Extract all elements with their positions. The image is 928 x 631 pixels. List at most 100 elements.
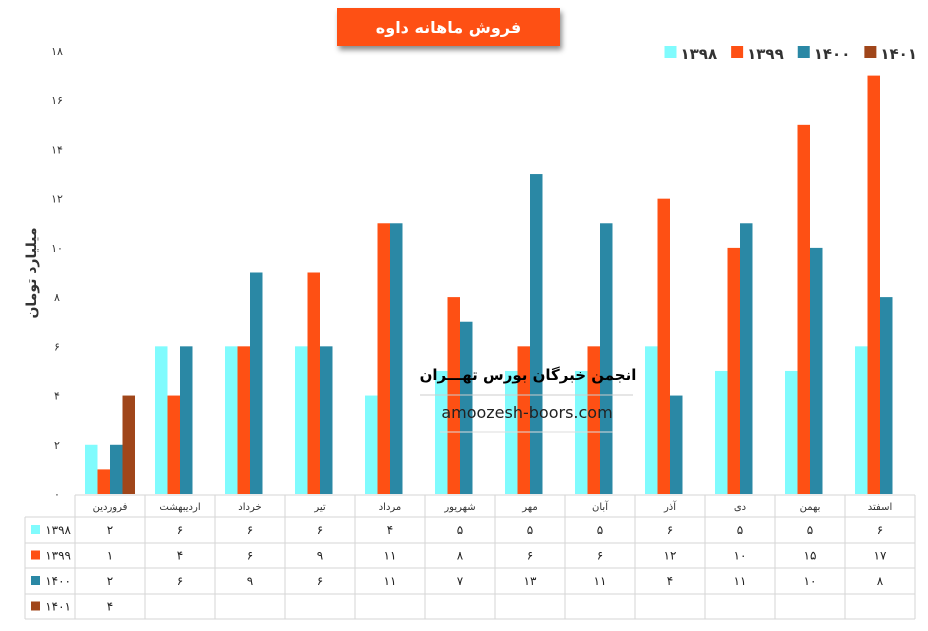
bar-2-3 <box>320 346 333 494</box>
y-tick-label: ۱۸ <box>51 45 63 58</box>
table-cell: ۹ <box>247 574 253 588</box>
bar-1-5 <box>447 297 460 494</box>
chart-title: فروش ماهانه داوه <box>337 8 560 46</box>
table-cell: ۱۱ <box>734 574 747 588</box>
table-cell: ۴ <box>177 549 183 563</box>
bar-1-4 <box>377 223 390 494</box>
table-cell: ۱۰ <box>804 574 817 588</box>
bar-2-6 <box>530 174 543 495</box>
table-cell: ۵ <box>597 523 603 537</box>
bar-1-9 <box>727 247 740 494</box>
bar-2-11 <box>880 297 893 494</box>
y-axis-label: میلیارد تومان <box>24 227 40 318</box>
x-category-label: دی <box>734 502 746 513</box>
table-cell: ۱۰ <box>734 549 747 563</box>
table-cell: ۴ <box>387 523 393 537</box>
table-series-label: ۱۳۹۹ <box>45 549 71 563</box>
table-cell: ۴ <box>107 600 113 614</box>
table-cell: ۵ <box>807 523 813 537</box>
bar-2-4 <box>390 223 403 494</box>
legend-label: ۱۳۹۹ <box>747 45 784 63</box>
y-tick-label: ۱۰ <box>51 242 63 255</box>
table-cell: ۶ <box>597 549 603 563</box>
bar-0-2 <box>225 346 238 494</box>
bar-2-5 <box>460 321 473 494</box>
bar-2-2 <box>250 272 263 494</box>
table-cell: ۵ <box>527 523 533 537</box>
table-cell: ۶ <box>177 574 183 588</box>
table-cell: ۸ <box>877 574 884 588</box>
bar-0-9 <box>715 370 728 494</box>
bar-2-0 <box>110 444 123 494</box>
table-legend-swatch <box>31 601 40 611</box>
bar-1-10 <box>797 124 810 494</box>
x-category-label: آبان <box>592 500 609 513</box>
bar-1-0 <box>97 469 110 494</box>
legend-swatch <box>731 46 744 58</box>
y-tick-label: ۸ <box>54 291 60 304</box>
table-cell: ۵ <box>737 523 743 537</box>
y-tick-label: ۶ <box>54 340 60 353</box>
bar-1-7 <box>587 346 600 494</box>
legend-label: ۱۴۰۰ <box>814 45 851 63</box>
x-category-label: آذر <box>663 500 677 513</box>
x-category-label: مرداد <box>379 502 402 513</box>
table-cell: ۵ <box>457 523 463 537</box>
table-cell: ۶ <box>177 523 183 537</box>
legend-swatch <box>664 46 677 58</box>
table-legend-swatch <box>31 576 40 585</box>
table-cell: ۶ <box>317 523 323 537</box>
table-cell: ۹ <box>317 549 323 563</box>
bar-2-9 <box>740 223 753 494</box>
watermark-title: انجمن خبرگان بورس تهـــران <box>420 366 637 384</box>
legend-swatch <box>797 46 810 58</box>
table-legend-swatch <box>31 550 40 560</box>
table-legend-swatch <box>31 525 40 534</box>
table-cell: ۴ <box>667 574 673 588</box>
bar-0-8 <box>645 346 658 494</box>
x-category-label: بهمن <box>800 502 821 513</box>
x-category-label: تیر <box>313 502 326 513</box>
y-tick-label: ۱۴ <box>51 143 63 156</box>
bar-2-7 <box>600 223 613 494</box>
table-cell: ۱۷ <box>874 549 887 563</box>
table-cell: ۶ <box>527 549 533 563</box>
bar-0-4 <box>365 395 378 494</box>
x-category-label: فروردین <box>93 502 128 513</box>
x-category-label: مهر <box>521 502 537 513</box>
table-cell: ۱ <box>107 549 113 563</box>
table-cell: ۱۳ <box>524 574 537 588</box>
table-cell: ۲ <box>107 574 113 588</box>
bar-1-2 <box>237 346 250 494</box>
table-cell: ۱۱ <box>594 574 607 588</box>
y-tick-label: ۱۲ <box>51 193 63 206</box>
bar-3-0 <box>122 395 135 494</box>
table-series-label: ۱۴۰۱ <box>45 600 71 614</box>
bar-0-11 <box>855 346 868 494</box>
x-category-label: اسفتد <box>868 502 892 513</box>
legend-label: ۱۳۹۸ <box>681 45 718 63</box>
y-tick-label: ۱۶ <box>51 94 63 107</box>
table-cell: ۱۱ <box>384 574 397 588</box>
bar-1-1 <box>167 395 180 494</box>
table-cell: ۶ <box>877 523 883 537</box>
y-tick-label: ۲ <box>54 439 60 452</box>
table-cell: ۶ <box>247 549 253 563</box>
table-cell: ۱۱ <box>384 549 397 563</box>
bar-1-8 <box>657 198 670 494</box>
legend-label: ۱۴۰۱ <box>880 45 917 63</box>
y-tick-label: ۰ <box>54 488 60 501</box>
x-category-label: اردیبهشت <box>159 502 200 513</box>
table-cell: ۸ <box>457 549 464 563</box>
bar-1-11 <box>867 75 880 494</box>
legend-swatch <box>864 46 877 58</box>
bar-1-6 <box>517 346 530 494</box>
bar-0-10 <box>785 370 798 494</box>
table-series-label: ۱۴۰۰ <box>45 574 71 588</box>
bar-2-1 <box>180 346 193 494</box>
table-cell: ۶ <box>247 523 253 537</box>
bar-2-10 <box>810 247 823 494</box>
table-cell: ۷ <box>457 574 464 588</box>
